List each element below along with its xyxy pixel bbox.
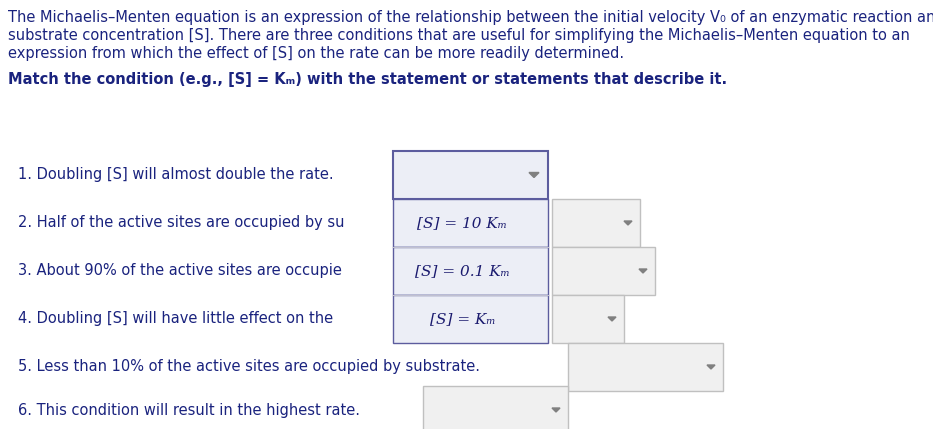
Bar: [393, 247, 548, 295]
Polygon shape: [707, 365, 715, 369]
Text: [S] = Kₘ: [S] = Kₘ: [429, 312, 495, 326]
Bar: [552, 199, 640, 247]
Bar: [552, 295, 624, 343]
Bar: [568, 343, 723, 391]
Text: 6. This condition will result in the highest rate.: 6. This condition will result in the hig…: [18, 402, 360, 417]
Polygon shape: [529, 172, 539, 178]
Polygon shape: [552, 408, 560, 412]
Bar: [552, 247, 655, 295]
Polygon shape: [608, 317, 616, 321]
Text: 5. Less than 10% of the active sites are occupied by substrate.: 5. Less than 10% of the active sites are…: [18, 360, 480, 375]
Bar: [393, 199, 548, 247]
Text: 3. About 90% of the active sites are occupie: 3. About 90% of the active sites are occ…: [18, 263, 341, 278]
Bar: [393, 295, 548, 343]
Bar: [423, 386, 568, 429]
Text: 4. Doubling [S] will have little effect on the: 4. Doubling [S] will have little effect …: [18, 311, 333, 326]
Text: Match the condition (e.g., [S] = Kₘ) with the statement or statements that descr: Match the condition (e.g., [S] = Kₘ) wit…: [8, 72, 727, 87]
Text: The Michaelis–Menten equation is an expression of the relationship between the i: The Michaelis–Menten equation is an expr…: [8, 10, 933, 25]
Bar: [393, 151, 548, 199]
Polygon shape: [624, 221, 632, 225]
Text: [S] = 10 Kₘ: [S] = 10 Kₘ: [417, 216, 508, 230]
Text: 2. Half of the active sites are occupied by su: 2. Half of the active sites are occupied…: [18, 215, 344, 230]
Text: substrate concentration [S]. There are three conditions that are useful for simp: substrate concentration [S]. There are t…: [8, 28, 910, 43]
Polygon shape: [639, 269, 647, 273]
Text: 1. Doubling [S] will almost double the rate.: 1. Doubling [S] will almost double the r…: [18, 167, 334, 182]
Text: [S] = 0.1 Kₘ: [S] = 0.1 Kₘ: [415, 264, 510, 278]
Text: expression from which the effect of [S] on the rate can be more readily determin: expression from which the effect of [S] …: [8, 46, 624, 61]
